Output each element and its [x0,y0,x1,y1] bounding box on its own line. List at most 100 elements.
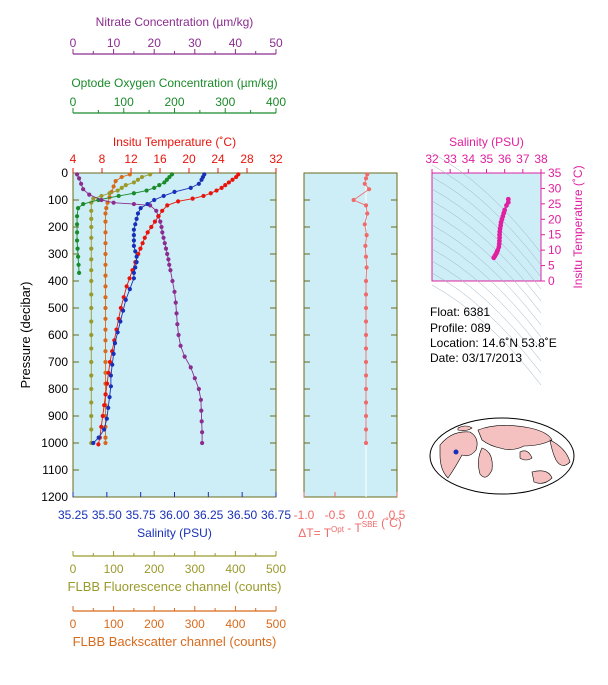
delta-profile-point [363,400,369,405]
nitrate-profile-point [174,311,179,316]
temperature-profile-point [152,219,158,224]
temperature-profile-point [142,235,147,240]
world-map-land [478,447,493,478]
delta-profile-point [363,386,369,392]
ts-density-contour [431,272,542,374]
temperature-axis-title: Insitu Temperature (˚C) [113,135,236,149]
delta-profile-point [367,187,372,192]
salinity-profile-point [134,216,139,221]
ts-density-contour [431,224,542,326]
ts-profile-point [504,203,509,208]
backscatter-profile-point [103,316,108,321]
delta-profile-point [363,292,369,297]
salinity-profile-point [108,373,113,378]
nitrate-profile-point [160,230,165,235]
temperature-profile-point [176,199,181,204]
temperature-tick-label: 4 [70,152,77,166]
salinity-profile-point [152,197,157,203]
ts-density-contour [431,152,542,254]
world-map-land [439,431,478,479]
nitrate-profile-point [161,235,166,240]
ts-temperature-tick-label: 25 [548,197,562,211]
salinity-profile-point [133,222,138,227]
oxygen-tick-label: 400 [266,95,286,109]
temperature-tick-label: 12 [124,152,138,166]
delta-tick-label: -1.0 [294,508,315,522]
delta-title-part: ΔT= T [298,526,331,540]
temperature-profile-point [201,193,206,199]
fluorescence-profile-point [89,400,94,405]
salinity-profile-point [107,395,112,400]
fluorescence-profile-point [89,346,94,351]
temperature-profile-point [145,230,150,235]
oxygen-tick-label: 0 [70,95,77,109]
oxygen-profile-point [116,193,121,199]
delta-profile-point [363,305,369,311]
temperature-tick-label: 8 [99,152,106,166]
salinity-tick-label: 36.25 [193,508,223,522]
ts-salinity-tick-label: 35 [480,152,494,166]
ts-density-contour [431,188,542,290]
temperature-profile-point [219,185,224,190]
fluorescence-profile-point [139,174,145,180]
oxygen-profile-point [152,185,157,190]
nitrate-profile-point [87,192,92,197]
oxygen-profile-point [131,191,136,196]
oxygen-tick-label: 100 [114,95,134,109]
delta-profile-point [363,346,369,351]
delta-tick-label: 0.5 [389,508,406,522]
fluorescence-profile-point [89,359,94,365]
backscatter-profile-point [103,435,108,440]
fluorescence-profile-point [115,188,120,193]
ts-density-contour [431,248,542,350]
fluorescence-profile-point [135,177,141,182]
temperature-profile-point [99,424,104,429]
oxygen-profile-point [75,246,80,251]
fluorescence-profile-point [89,216,94,221]
oxygen-tick-label: 200 [164,95,184,109]
delta-profile-point [363,176,369,181]
backscatter-profile-point [111,184,116,189]
temperature-profile-line [97,174,239,445]
ts-density-contour [431,260,542,362]
nitrate-profile-point [166,257,171,262]
salinity-profile-point [118,319,123,324]
nitrate-profile-point [163,246,169,251]
backscatter-profile-point [103,211,108,216]
salinity-profile-point [135,211,141,216]
delta-profile-point [351,197,356,203]
backscatter-profile-point [103,338,108,343]
salinity-profile-point [91,440,96,446]
world-map-land [457,425,473,431]
salinity-tick-label: 36.00 [159,508,189,522]
backscatter-profile-point [103,359,108,365]
pressure-tick-label: 400 [48,274,68,288]
salinity-profile-point [145,201,150,207]
nitrate-profile-point [175,322,180,327]
fluorescence-profile-point [89,386,94,392]
nitrate-profile-point [198,397,203,402]
ts-temperature-tick-label: 5 [548,259,555,273]
backscatter-tick-label: 0 [70,617,77,631]
salinity-profile-point [131,233,136,238]
backscatter-profile-point [103,273,108,278]
salinity-profile-point [161,193,166,199]
backscatter-profile-point [103,295,108,300]
ts-density-contour [431,212,542,314]
ts-salinity-tick-label: 36 [498,152,512,166]
fluorescence-profile-point [89,246,94,251]
delta-profile-point [363,203,369,208]
fluorescence-profile-point [89,278,94,284]
pressure-tick-label: 500 [48,301,68,315]
oxygen-profile-point [164,177,169,182]
ts-temperature-tick-label: 35 [548,166,562,180]
delta-title-superscript: Opt [331,525,345,534]
info-profile: Profile: 089 [430,321,491,335]
temperature-profile-point [226,180,231,185]
backscatter-profile-point [103,284,108,289]
temperature-profile-point [156,214,161,219]
nitrate-profile-point [111,200,116,205]
world-map-land [549,439,571,466]
temperature-tick-label: 24 [211,152,225,166]
oxygen-profile-point [167,174,172,180]
